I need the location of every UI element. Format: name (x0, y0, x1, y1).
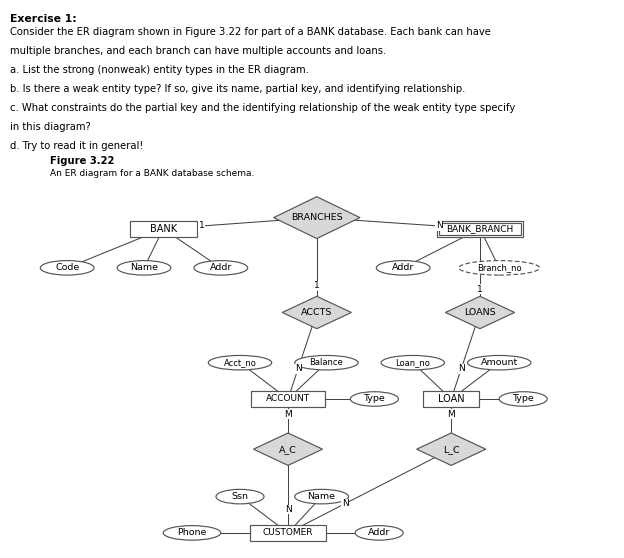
Text: Acct_no: Acct_no (223, 358, 256, 367)
Text: LOANS: LOANS (464, 308, 496, 317)
Text: Addr: Addr (368, 528, 391, 537)
Text: d. Try to read it in general!: d. Try to read it in general! (10, 141, 144, 151)
Polygon shape (282, 296, 351, 329)
Ellipse shape (381, 355, 444, 370)
Text: BRANCHES: BRANCHES (291, 213, 343, 222)
Text: Type: Type (364, 395, 385, 403)
Bar (130, 221, 197, 237)
Text: Code: Code (55, 263, 79, 272)
Text: Addr: Addr (210, 263, 232, 272)
Text: N: N (295, 364, 301, 373)
Text: L_C: L_C (443, 445, 459, 454)
Ellipse shape (295, 355, 358, 370)
Text: Branch_no: Branch_no (477, 263, 522, 272)
Text: multiple branches, and each branch can have multiple accounts and loans.: multiple branches, and each branch can h… (10, 46, 386, 56)
Bar (437, 221, 523, 237)
Ellipse shape (295, 489, 348, 504)
Ellipse shape (499, 392, 547, 406)
Ellipse shape (41, 261, 94, 275)
Text: Phone: Phone (177, 528, 207, 537)
Text: CUSTOMER: CUSTOMER (263, 528, 313, 537)
Text: An ER diagram for a BANK database schema.: An ER diagram for a BANK database schema… (50, 169, 255, 178)
Bar (250, 525, 326, 541)
Ellipse shape (216, 489, 264, 504)
Ellipse shape (194, 261, 248, 275)
Text: Addr: Addr (392, 263, 414, 272)
Ellipse shape (208, 355, 271, 370)
Text: 1: 1 (314, 281, 319, 290)
Text: Amount: Amount (480, 358, 518, 367)
Text: ACCOUNT: ACCOUNT (266, 395, 310, 403)
Text: Consider the ER diagram shown in Figure 3.22 for part of a BANK database. Each b: Consider the ER diagram shown in Figure … (10, 27, 491, 37)
Text: ACCTS: ACCTS (301, 308, 333, 317)
Text: Name: Name (130, 263, 158, 272)
Ellipse shape (376, 261, 430, 275)
Text: in this diagram?: in this diagram? (10, 122, 90, 132)
Text: N: N (285, 505, 291, 514)
Polygon shape (446, 296, 515, 329)
Text: BANK: BANK (150, 224, 177, 234)
Text: M: M (284, 410, 292, 418)
Text: Ssn: Ssn (232, 492, 248, 501)
Text: Exercise 1:: Exercise 1: (10, 14, 77, 24)
Text: a. List the strong (nonweak) entity types in the ER diagram.: a. List the strong (nonweak) entity type… (10, 65, 309, 75)
Polygon shape (273, 196, 360, 238)
Ellipse shape (467, 355, 531, 370)
Text: M: M (447, 410, 455, 418)
Text: BANK_BRANCH: BANK_BRANCH (446, 224, 514, 233)
Bar (439, 223, 520, 235)
Text: b. Is there a weak entity type? If so, give its name, partial key, and identifyi: b. Is there a weak entity type? If so, g… (10, 84, 466, 94)
Text: N: N (458, 364, 465, 373)
Text: Loan_no: Loan_no (396, 358, 430, 367)
Text: LOAN: LOAN (438, 394, 464, 404)
Text: 1: 1 (477, 285, 483, 294)
Text: Figure 3.22: Figure 3.22 (50, 156, 114, 166)
Text: N: N (342, 499, 348, 508)
Polygon shape (417, 433, 485, 465)
Ellipse shape (459, 261, 540, 275)
Text: c. What constraints do the partial key and the identifying relationship of the w: c. What constraints do the partial key a… (10, 103, 515, 113)
Polygon shape (253, 433, 323, 465)
Text: Type: Type (512, 395, 534, 403)
Bar (423, 391, 479, 407)
Text: Balance: Balance (310, 358, 343, 367)
Ellipse shape (163, 526, 221, 540)
Bar (251, 391, 326, 407)
Text: N: N (436, 222, 442, 230)
Text: 1: 1 (198, 222, 205, 230)
Ellipse shape (117, 261, 171, 275)
Ellipse shape (355, 526, 403, 540)
Text: Name: Name (308, 492, 336, 501)
Ellipse shape (351, 392, 398, 406)
Text: A_C: A_C (279, 445, 297, 454)
